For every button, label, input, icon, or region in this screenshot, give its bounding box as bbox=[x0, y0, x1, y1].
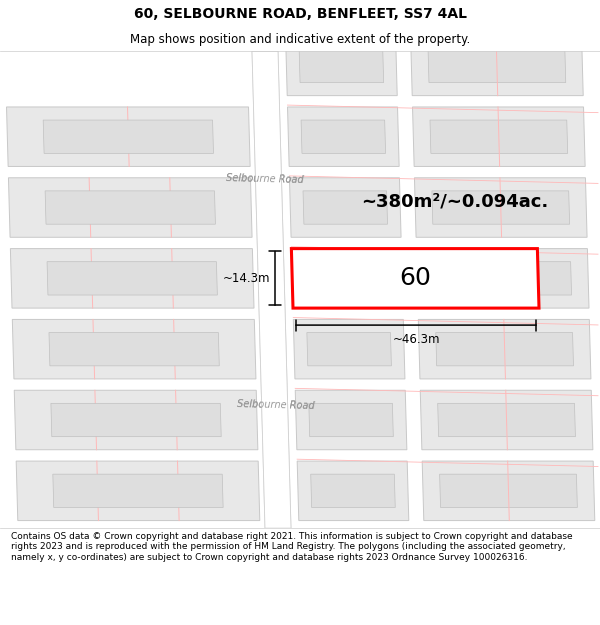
Polygon shape bbox=[293, 319, 405, 379]
Polygon shape bbox=[43, 120, 214, 153]
Polygon shape bbox=[45, 191, 215, 224]
Text: Selbourne Road: Selbourne Road bbox=[237, 399, 315, 411]
Text: Selbourne Road: Selbourne Road bbox=[226, 173, 304, 185]
Polygon shape bbox=[53, 474, 223, 508]
Polygon shape bbox=[432, 191, 569, 224]
Polygon shape bbox=[301, 120, 386, 153]
Polygon shape bbox=[51, 403, 221, 437]
Polygon shape bbox=[307, 332, 391, 366]
Polygon shape bbox=[292, 249, 539, 308]
Text: Contains OS data © Crown copyright and database right 2021. This information is : Contains OS data © Crown copyright and d… bbox=[11, 532, 572, 562]
Polygon shape bbox=[297, 461, 409, 521]
Polygon shape bbox=[440, 474, 577, 508]
Text: Selbourne Road: Selbourne Road bbox=[226, 173, 304, 185]
Polygon shape bbox=[14, 390, 258, 450]
Polygon shape bbox=[8, 177, 252, 238]
Polygon shape bbox=[49, 332, 219, 366]
Polygon shape bbox=[305, 262, 389, 295]
Polygon shape bbox=[420, 390, 593, 450]
Polygon shape bbox=[7, 107, 250, 166]
Text: 60: 60 bbox=[399, 266, 431, 291]
Polygon shape bbox=[415, 177, 587, 238]
Polygon shape bbox=[292, 249, 403, 308]
Polygon shape bbox=[416, 249, 589, 308]
Polygon shape bbox=[309, 403, 394, 437]
Polygon shape bbox=[410, 36, 583, 96]
Text: Selbourne Road: Selbourne Road bbox=[237, 399, 315, 411]
Polygon shape bbox=[13, 319, 256, 379]
Polygon shape bbox=[10, 249, 254, 308]
Polygon shape bbox=[437, 403, 575, 437]
Text: Map shows position and indicative extent of the property.: Map shows position and indicative extent… bbox=[130, 34, 470, 46]
Polygon shape bbox=[299, 49, 383, 82]
Polygon shape bbox=[436, 332, 574, 366]
Text: ~380m²/~0.094ac.: ~380m²/~0.094ac. bbox=[362, 193, 549, 211]
Text: 60, SELBOURNE ROAD, BENFLEET, SS7 4AL: 60, SELBOURNE ROAD, BENFLEET, SS7 4AL bbox=[133, 8, 467, 21]
Text: ~14.3m: ~14.3m bbox=[223, 272, 270, 285]
Polygon shape bbox=[289, 177, 401, 238]
Polygon shape bbox=[430, 120, 568, 153]
Polygon shape bbox=[413, 107, 585, 166]
Polygon shape bbox=[287, 107, 399, 166]
Polygon shape bbox=[428, 49, 566, 82]
Text: ~46.3m: ~46.3m bbox=[392, 332, 440, 346]
Polygon shape bbox=[252, 51, 291, 528]
Polygon shape bbox=[16, 461, 260, 521]
Polygon shape bbox=[434, 262, 572, 295]
Polygon shape bbox=[303, 191, 388, 224]
Polygon shape bbox=[418, 319, 591, 379]
Polygon shape bbox=[252, 51, 291, 528]
Polygon shape bbox=[295, 390, 407, 450]
Polygon shape bbox=[286, 36, 397, 96]
Polygon shape bbox=[311, 474, 395, 508]
Polygon shape bbox=[47, 262, 217, 295]
Polygon shape bbox=[422, 461, 595, 521]
